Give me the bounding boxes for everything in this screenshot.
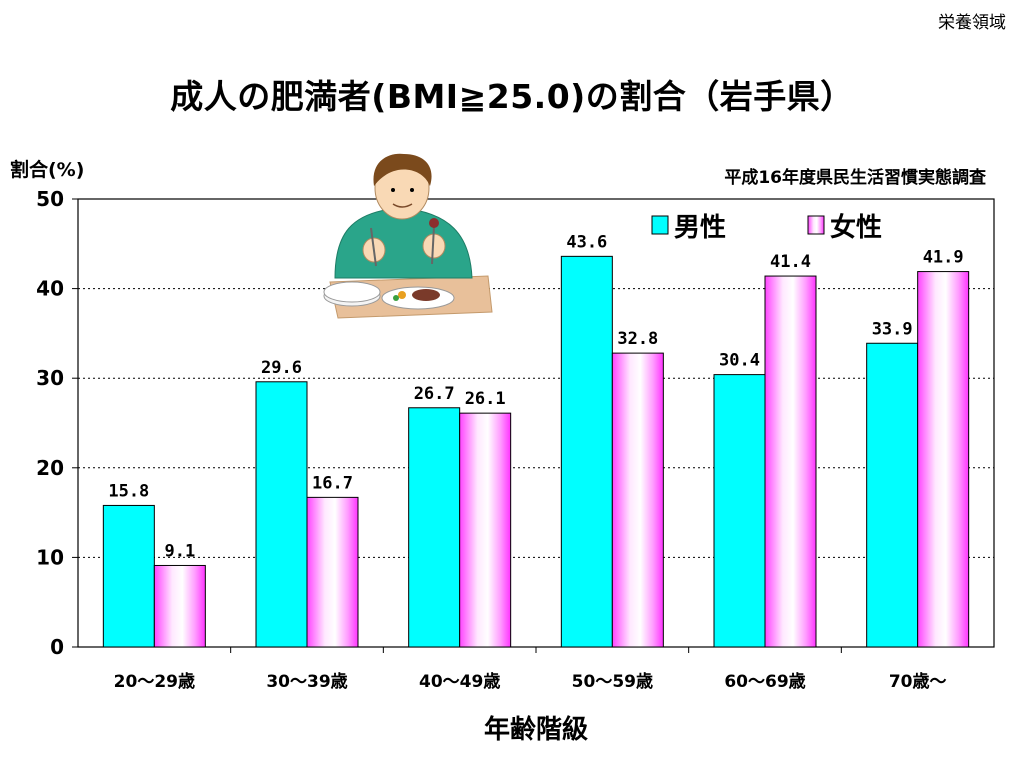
x-tick-label: 50～59歳: [572, 671, 653, 692]
plot-frame: [77, 198, 995, 648]
data-label: 15.8: [108, 481, 149, 501]
data-label: 9.1: [164, 541, 195, 561]
y-tick-label: 30: [36, 366, 64, 390]
x-tick-label: 20～29歳: [114, 671, 195, 692]
x-tick-label: 40～49歳: [419, 671, 500, 692]
bar-female: [917, 271, 970, 648]
source-note: 平成16年度県民生活習慣実態調査: [724, 168, 986, 188]
y-tick-label: 20: [36, 456, 64, 480]
page-title: 成人の肥満者(BMI≧25.0)の割合（岩手県）: [170, 77, 854, 116]
legend-label: 女性: [830, 212, 882, 243]
bar-female: [306, 496, 359, 648]
data-label: 41.4: [770, 252, 811, 272]
bar-female: [764, 275, 817, 648]
bar-female: [153, 564, 206, 648]
data-label: 29.6: [261, 358, 302, 378]
bar-male: [713, 374, 766, 648]
data-label: 26.1: [465, 389, 506, 409]
y-tick-label: 0: [50, 635, 64, 659]
data-label: 26.7: [414, 384, 455, 404]
legend-swatch: [807, 215, 825, 235]
legend: 男性 女性: [651, 212, 882, 243]
bar-female: [611, 352, 664, 648]
data-label: 32.8: [617, 329, 658, 349]
x-axis-title: 年齢階級: [484, 714, 588, 745]
data-label: 43.6: [566, 232, 607, 252]
corner-label: 栄養領域: [938, 13, 1006, 33]
y-tick-label: 50: [36, 187, 64, 211]
man-eating-icon: [323, 153, 493, 319]
legend-swatch: [651, 215, 669, 235]
bar-male: [408, 407, 461, 648]
y-axis-title: 割合(%): [10, 158, 84, 181]
data-label: 33.9: [872, 319, 913, 339]
y-tick-label: 40: [36, 277, 64, 301]
data-label: 16.7: [312, 473, 353, 493]
bar-male: [102, 504, 155, 648]
y-tick-label: 10: [36, 545, 64, 569]
bar-female: [459, 412, 512, 648]
bar-male: [560, 255, 613, 648]
data-label: 30.4: [719, 351, 760, 371]
x-tick-label: 60～69歳: [724, 671, 805, 692]
legend-label: 男性: [674, 213, 726, 243]
data-label: 41.9: [923, 248, 964, 268]
x-tick-label: 70歳～: [889, 671, 947, 692]
x-tick-label: 30～39歳: [266, 671, 347, 692]
bar-male: [255, 381, 308, 648]
bar-male: [866, 342, 919, 648]
